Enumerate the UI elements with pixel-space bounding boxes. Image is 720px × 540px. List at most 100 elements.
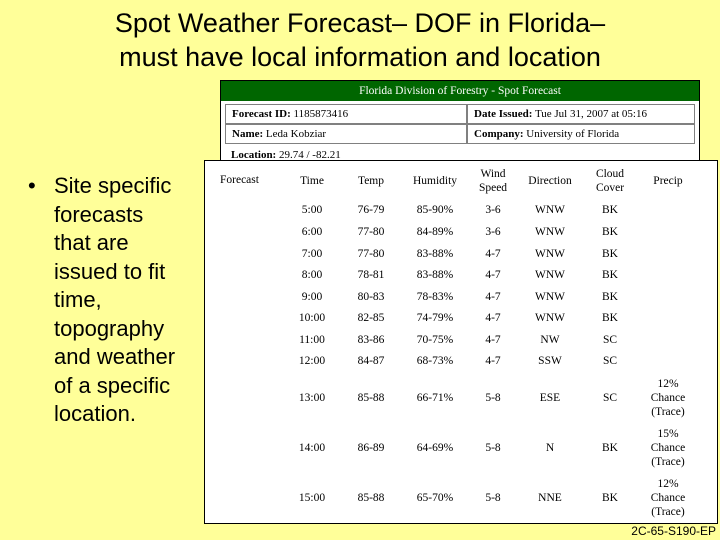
table-cell-wind-line: 3-6 bbox=[485, 226, 501, 238]
table-cell-precip-line: 12% bbox=[657, 478, 679, 490]
table-cell-cloud: BK bbox=[565, 290, 655, 304]
table-cell-time: 9:00 bbox=[267, 290, 357, 304]
table-cell-cloud-line: BK bbox=[602, 442, 618, 454]
table-cell-humidity: 83-88% bbox=[390, 247, 480, 261]
bullet-line: forecasts bbox=[54, 201, 144, 227]
forecast-form-header: Florida Division of Forestry - Spot Fore… bbox=[221, 81, 699, 101]
table-cell-humidity-line: 68-73% bbox=[416, 355, 454, 367]
wind-speed-header-line: Speed bbox=[478, 182, 508, 194]
table-cell-cloud-line: BK bbox=[602, 312, 618, 324]
table-cell-temp-line: 83-86 bbox=[357, 334, 385, 346]
table-cell-wind: 4-7 bbox=[448, 247, 538, 261]
name-value: Leda Kobziar bbox=[265, 128, 327, 140]
table-cell-temp-line: 85-88 bbox=[357, 392, 385, 404]
company-label: Company: bbox=[474, 128, 524, 140]
table-cell-precip: 12% Chance (Trace) bbox=[623, 377, 713, 419]
table-cell-direction-line: N bbox=[545, 442, 555, 454]
table-cell-wind-line: 5-8 bbox=[485, 442, 501, 454]
table-cell-time-line: 11:00 bbox=[299, 334, 325, 346]
table-cell-humidity: 66-71% bbox=[390, 391, 480, 405]
table-cell-time: 10:00 bbox=[267, 311, 357, 325]
table-cell-temp-line: 85-88 bbox=[357, 492, 385, 504]
location-label: Location: bbox=[231, 149, 277, 161]
table-cell-cloud: BK bbox=[565, 268, 655, 282]
table-cell-humidity-line: 74-79% bbox=[416, 312, 454, 324]
forecast-id-value: 1185873416 bbox=[293, 108, 349, 120]
humidity-header-line: Humidity bbox=[412, 175, 458, 187]
table-cell-cloud: BK bbox=[565, 203, 655, 217]
table-cell-temp-line: 77-80 bbox=[357, 226, 385, 238]
table-cell-temp-line: 80-83 bbox=[357, 291, 385, 303]
table-cell-precip-line: Chance bbox=[650, 492, 686, 504]
bullet-line: time, bbox=[54, 287, 102, 312]
table-cell-wind-line: 5-8 bbox=[485, 492, 501, 504]
table-cell-wind-line: 4-7 bbox=[485, 355, 501, 367]
table-cell-wind-line: 4-7 bbox=[485, 334, 501, 346]
table-cell-precip-line: (Trace) bbox=[651, 406, 685, 418]
table-cell-humidity-line: 78-83% bbox=[416, 291, 454, 303]
bullet-line: topography bbox=[54, 315, 165, 341]
table-cell-cloud: BK bbox=[565, 491, 655, 505]
table-cell-temp-line: 84-87 bbox=[357, 355, 385, 367]
bullet-line: issued to fit bbox=[54, 258, 166, 284]
table-cell-time: 7:00 bbox=[267, 247, 357, 261]
table-cell-temp: 84-87 bbox=[326, 354, 416, 368]
table-cell-humidity-line: 85-90% bbox=[416, 204, 454, 216]
table-cell-direction: WNW bbox=[505, 268, 595, 282]
table-cell-cloud-line: BK bbox=[602, 291, 618, 303]
name-label: Name: bbox=[232, 128, 264, 140]
table-cell-cloud: SC bbox=[565, 333, 655, 347]
table-cell-time-line: 13:00 bbox=[298, 392, 326, 404]
forecast-column-label: Forecast bbox=[220, 174, 259, 186]
precip-header-line: Precip bbox=[653, 175, 683, 187]
table-cell-wind: 3-6 bbox=[448, 203, 538, 217]
table-cell-humidity: 68-73% bbox=[390, 354, 480, 368]
bullet-dot: • bbox=[28, 173, 36, 198]
forecast-form: Florida Division of Forestry - Spot Fore… bbox=[220, 80, 700, 168]
table-cell-time-line: 10:00 bbox=[298, 312, 326, 324]
table-cell-precip-line: 12% bbox=[657, 378, 679, 390]
table-cell-humidity: 70-75% bbox=[390, 333, 480, 347]
table-cell-humidity: 85-90% bbox=[390, 203, 480, 217]
wind-speed-header-line: Wind bbox=[480, 168, 506, 180]
table-cell-cloud-line: BK bbox=[602, 204, 618, 216]
table-cell-cloud-line: BK bbox=[602, 248, 618, 260]
table-cell-direction-line: ESE bbox=[539, 392, 561, 404]
table-cell-cloud: BK bbox=[565, 441, 655, 455]
table-cell-time-line: 8:00 bbox=[301, 269, 323, 281]
table-cell-humidity-line: 84-89% bbox=[416, 226, 454, 238]
table-cell-time-line: 9:00 bbox=[301, 291, 323, 303]
slide-title: Spot Weather Forecast– DOF in Florida– m… bbox=[0, 6, 720, 74]
table-cell-direction-line: NNE bbox=[538, 492, 562, 504]
bullet-text: Site specific forecasts that are issued … bbox=[54, 172, 214, 429]
temp-header: Temp bbox=[326, 174, 416, 188]
bullet-line: and weather bbox=[54, 344, 176, 369]
table-cell-cloud: SC bbox=[565, 391, 655, 405]
table-cell-direction-line: NW bbox=[540, 334, 560, 346]
table-cell-time: 6:00 bbox=[267, 225, 357, 239]
table-cell-direction-line: WNW bbox=[534, 204, 565, 216]
temp-header-line: Temp bbox=[357, 175, 385, 187]
table-cell-direction-line: WNW bbox=[534, 248, 565, 260]
cloud-cover-header-line: Cover bbox=[595, 182, 625, 194]
table-cell-wind-line: 5-8 bbox=[485, 392, 501, 404]
table-cell-wind-line: 4-7 bbox=[485, 312, 501, 324]
table-cell-direction-line: WNW bbox=[534, 226, 565, 238]
table-cell-humidity-line: 70-75% bbox=[416, 334, 454, 346]
location-value: 29.74 / -82.21 bbox=[278, 149, 341, 161]
table-cell-time-line: 6:00 bbox=[301, 226, 323, 238]
table-cell-direction-line: WNW bbox=[534, 312, 565, 324]
bullet-line: location. bbox=[54, 401, 136, 426]
table-cell-humidity-line: 66-71% bbox=[416, 392, 454, 404]
date-issued-label: Date Issued: bbox=[474, 108, 533, 120]
forecast-table: Forecast Time Temp Humidity Wind Speed Directi… bbox=[204, 160, 718, 524]
table-cell-temp-line: 82-85 bbox=[357, 312, 385, 324]
table-cell-direction: NW bbox=[505, 333, 595, 347]
table-cell-temp: 77-80 bbox=[326, 225, 416, 239]
table-cell-wind: 4-7 bbox=[448, 290, 538, 304]
precip-header: Precip bbox=[623, 174, 713, 188]
forecast-id-label: Forecast ID: bbox=[232, 108, 291, 120]
table-cell-temp: 85-88 bbox=[326, 391, 416, 405]
table-cell-precip: 15% Chance (Trace) bbox=[623, 427, 713, 469]
date-issued-value: Tue Jul 31, 2007 at 05:16 bbox=[534, 108, 647, 120]
